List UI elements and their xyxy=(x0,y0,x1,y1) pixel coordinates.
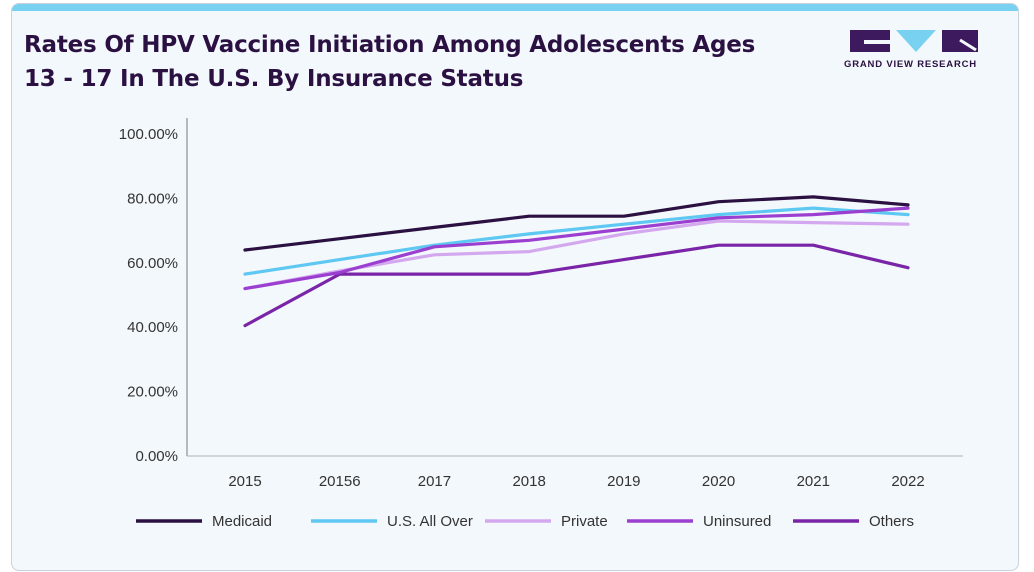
logo-notch xyxy=(864,40,890,44)
legend-label-private: Private xyxy=(561,513,608,530)
x-tick-label: 2022 xyxy=(891,473,924,490)
legend-label-u-s-all-over: U.S. All Over xyxy=(387,513,473,530)
y-tick-label: 100.00% xyxy=(119,126,178,143)
y-tick-label: 80.00% xyxy=(127,190,178,207)
legend-label-others: Others xyxy=(869,513,914,530)
logo-triangle xyxy=(896,30,936,52)
y-tick-label: 60.00% xyxy=(127,255,178,272)
x-tick-label: 2015 xyxy=(228,473,261,490)
gvr-logo-icon xyxy=(850,30,978,52)
y-tick-label: 40.00% xyxy=(127,319,178,336)
y-tick-label: 20.00% xyxy=(127,384,178,401)
x-tick-label: 2018 xyxy=(512,473,545,490)
logo-text: GRAND VIEW RESEARCH xyxy=(844,59,977,70)
y-tick-label: 0.00% xyxy=(135,448,178,465)
x-tick-label: 2017 xyxy=(418,473,451,490)
x-tick-label: 2020 xyxy=(702,473,735,490)
logo-slash xyxy=(959,38,977,52)
axis-lines xyxy=(186,118,963,457)
x-axis: 2015 20156 2017 2018 2019 2020 2021 2022 xyxy=(228,473,924,490)
series-line-medicaid xyxy=(243,195,910,252)
series-line-others xyxy=(243,243,910,328)
series-line-u-s-all-over xyxy=(243,206,910,276)
legend: Medicaid U.S. All Over Private Uninsured Oth… xyxy=(136,513,914,530)
x-tick-label: 2021 xyxy=(797,473,830,490)
series-line-private xyxy=(243,219,910,291)
x-tick-label: 2019 xyxy=(607,473,640,490)
chart-card xyxy=(11,3,1019,571)
legend-label-uninsured: Uninsured xyxy=(703,513,771,530)
legend-label-medicaid: Medicaid xyxy=(212,513,272,530)
x-tick-label: 20156 xyxy=(319,473,361,490)
y-axis: 0.00% 20.00% 40.00% 60.00% 80.00% 100.00% xyxy=(119,126,178,465)
accent-bar xyxy=(12,4,1018,11)
chart-title: Rates Of HPV Vaccine Initiation Among Ad… xyxy=(24,32,756,92)
series-line-uninsured xyxy=(243,206,910,291)
series-lines xyxy=(243,195,910,328)
